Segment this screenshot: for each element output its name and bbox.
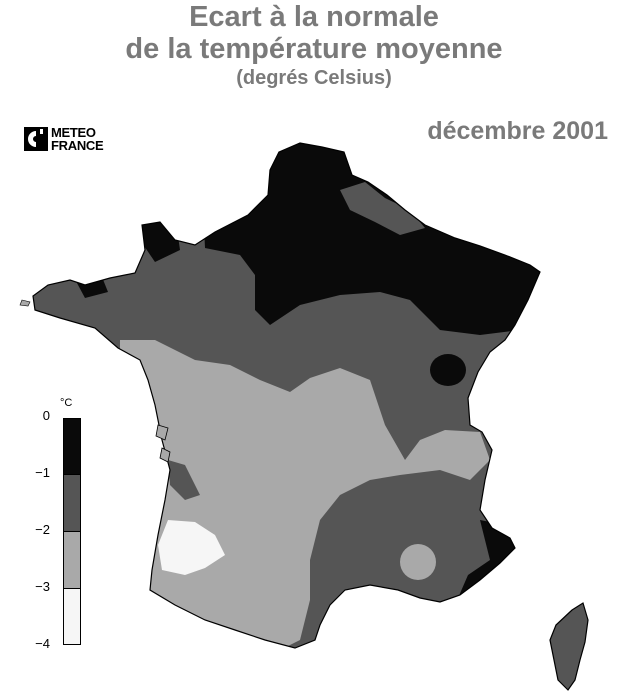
corsica <box>550 603 588 690</box>
ile-d-oleron <box>159 447 171 463</box>
meteo-france-logo-icon <box>24 127 48 151</box>
ile-d-ouessant <box>19 299 31 307</box>
title-line-2: de la température moyenne <box>125 32 503 65</box>
logo-line-1: METEO <box>51 125 96 140</box>
map-date: décembre 2001 <box>427 117 608 145</box>
title-line-3: (degrés Celsius) <box>236 66 392 89</box>
logo-text: METEO FRANCE <box>51 125 104 153</box>
logo-line-2: FRANCE <box>51 138 104 153</box>
meteo-france-logo: METEO FRANCE <box>24 125 104 153</box>
map-title: Ecart à la normale de la température moy… <box>0 1 628 89</box>
ile-de-re <box>155 424 169 441</box>
title-line-1: Ecart à la normale <box>189 1 439 33</box>
